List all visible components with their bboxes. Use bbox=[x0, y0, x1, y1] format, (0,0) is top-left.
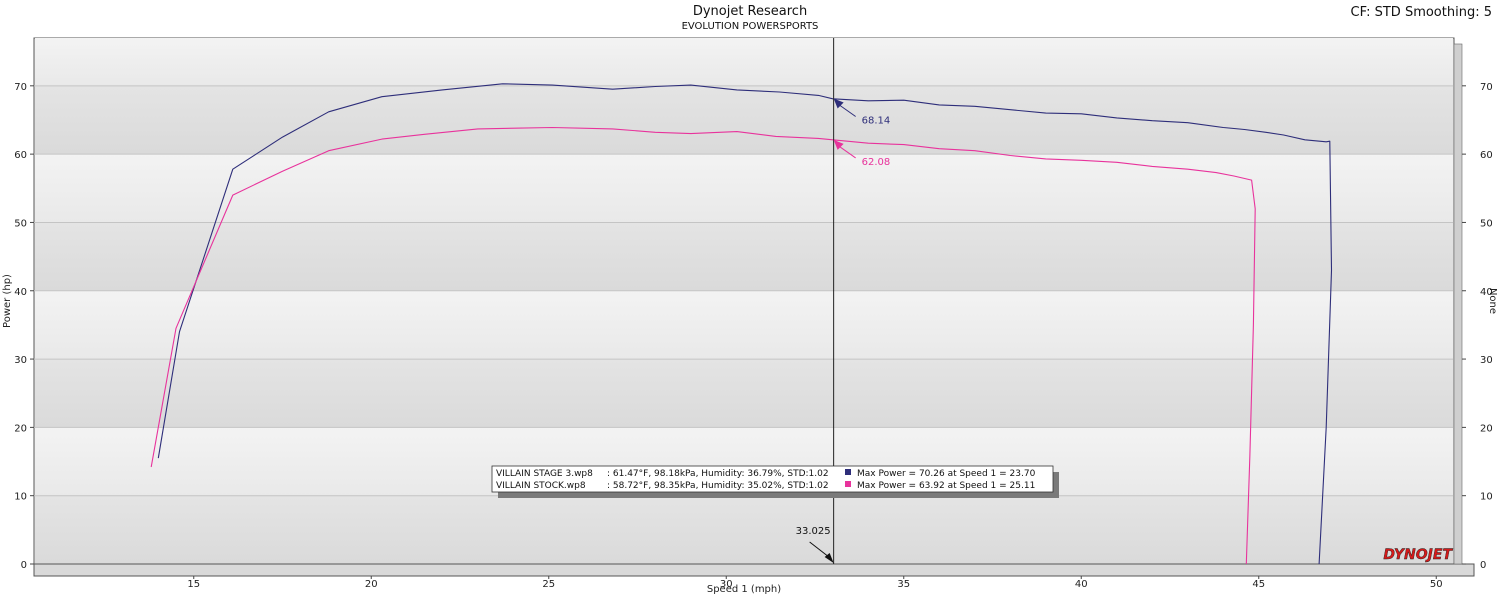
x-tick-label: 45 bbox=[1252, 579, 1265, 590]
right-axis-band bbox=[1453, 43, 1463, 565]
cursor-x-leader bbox=[809, 541, 828, 557]
chart-title: Dynojet Research bbox=[692, 4, 808, 19]
y-tick-label: 20 bbox=[14, 423, 27, 434]
x-tick-label: 30 bbox=[720, 579, 733, 590]
y-tick-label: 40 bbox=[14, 287, 27, 298]
legend-conditions: : 61.47°F, 98.18kPa, Humidity: 36.79%, S… bbox=[607, 469, 829, 479]
plot-band bbox=[35, 154, 1453, 223]
legend-max-power: Max Power = 63.92 at Speed 1 = 25.11 bbox=[857, 481, 1035, 491]
x-tick-label: 20 bbox=[365, 579, 378, 590]
y-axis-label: Power (hp) bbox=[2, 274, 13, 328]
legend-max-power: Max Power = 70.26 at Speed 1 = 23.70 bbox=[857, 469, 1036, 479]
x-tick-label: 25 bbox=[542, 579, 555, 590]
y-tick-label-right: 60 bbox=[1480, 150, 1493, 161]
cursor-marker-leader bbox=[838, 104, 856, 117]
y-tick-label-right: 70 bbox=[1480, 82, 1493, 93]
plot-band bbox=[35, 495, 1453, 564]
series-line-stage3 bbox=[157, 83, 1333, 565]
legend-file-name: VILLAIN STOCK.wp8 bbox=[496, 481, 586, 491]
legend-file-name: VILLAIN STAGE 3.wp8 bbox=[496, 469, 593, 479]
y-tick-label: 60 bbox=[14, 150, 27, 161]
dynojet-logo: DYNOJET bbox=[1383, 547, 1453, 563]
x-tick-label: 40 bbox=[1075, 579, 1088, 590]
y-tick-label-right: 0 bbox=[1480, 560, 1486, 571]
cursor-x-label: 33.025 bbox=[796, 526, 831, 537]
y-tick-label: 30 bbox=[14, 355, 27, 366]
x-tick-label: 50 bbox=[1430, 579, 1443, 590]
y-tick-label-right: 50 bbox=[1480, 218, 1493, 229]
x-axis-label: Speed 1 (mph) bbox=[707, 584, 781, 595]
y-tick-label-right: 30 bbox=[1480, 355, 1493, 366]
cursor-value-label: 62.08 bbox=[862, 157, 891, 168]
x-axis-band bbox=[33, 563, 1475, 577]
plot-band bbox=[35, 222, 1453, 291]
plot-band bbox=[35, 85, 1453, 155]
x-tick-label: 35 bbox=[897, 579, 910, 590]
y-tick-label: 70 bbox=[14, 82, 27, 93]
cursor-value-label: 68.14 bbox=[862, 116, 891, 127]
legend-box bbox=[491, 465, 1054, 493]
y-tick-label: 10 bbox=[14, 492, 27, 503]
correction-factor-info: CF: STD Smoothing: 5 bbox=[1350, 5, 1492, 20]
legend-swatch bbox=[845, 481, 851, 487]
y-tick-label: 0 bbox=[21, 560, 27, 571]
cursor-marker-arrow bbox=[833, 98, 844, 109]
cursor-marker-arrow bbox=[833, 139, 844, 150]
plot-band bbox=[35, 359, 1453, 428]
legend-swatch bbox=[845, 469, 851, 475]
y-tick-label-right: 10 bbox=[1480, 492, 1493, 503]
plot-band bbox=[35, 38, 1453, 86]
x-tick-label: 15 bbox=[187, 579, 200, 590]
y-axis-label-right: None bbox=[1487, 288, 1498, 314]
y-tick-label: 50 bbox=[14, 218, 27, 229]
chart-subtitle: EVOLUTION POWERSPORTS bbox=[681, 21, 819, 32]
cursor-marker-leader bbox=[838, 145, 856, 159]
series-line-stock bbox=[150, 126, 1256, 565]
y-tick-label-right: 40 bbox=[1480, 287, 1493, 298]
legend-conditions: : 58.72°F, 98.35kPa, Humidity: 35.02%, S… bbox=[607, 481, 829, 491]
y-tick-label-right: 20 bbox=[1480, 423, 1493, 434]
plot-band bbox=[35, 290, 1453, 360]
